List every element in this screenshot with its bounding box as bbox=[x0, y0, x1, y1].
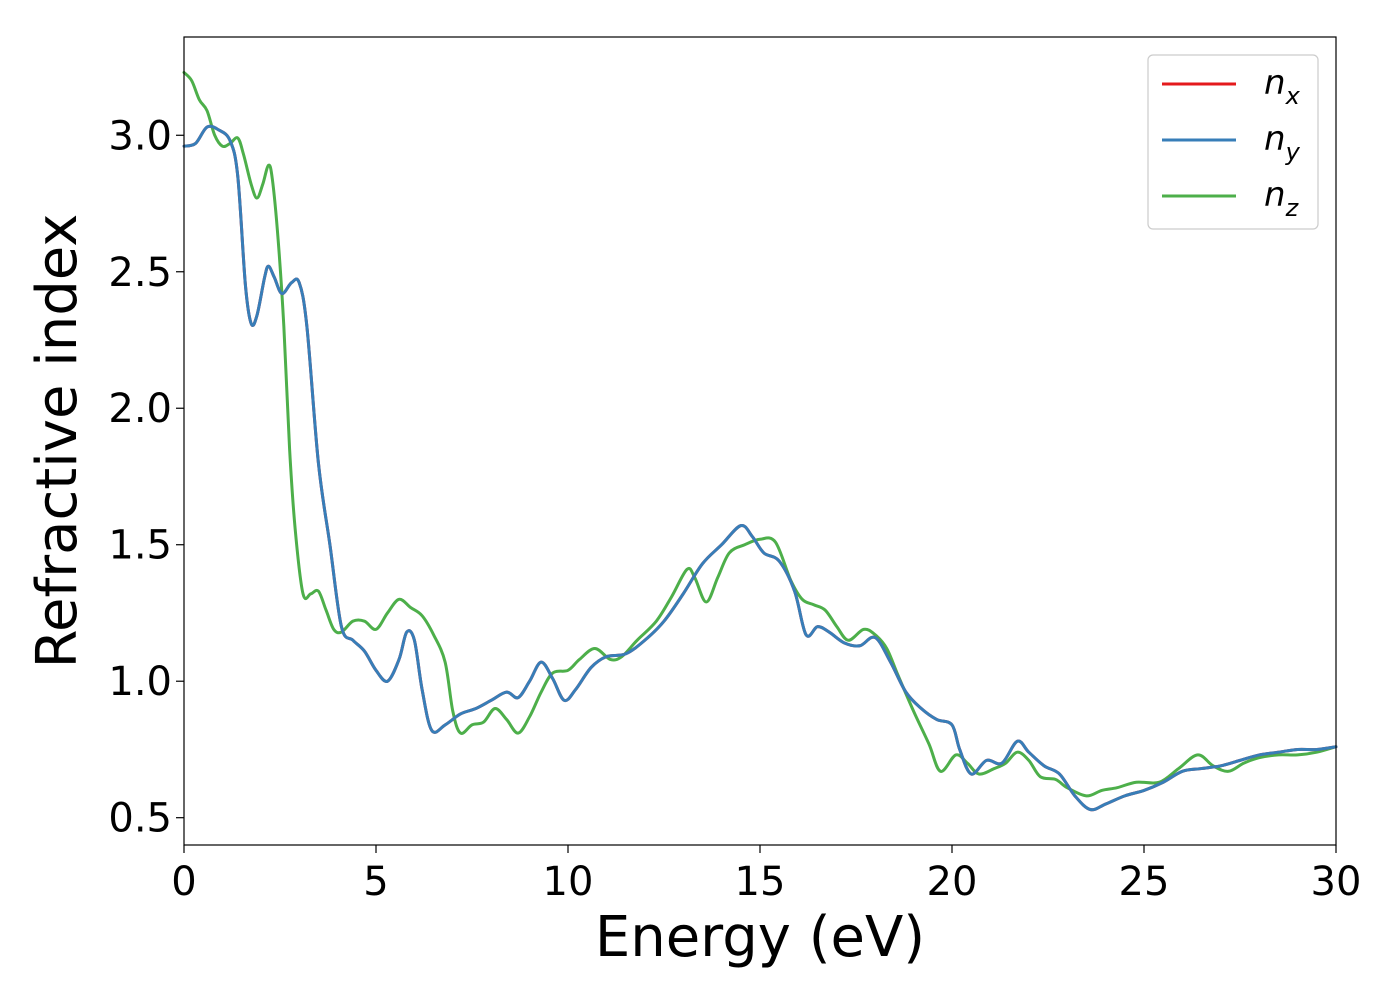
legend-box bbox=[1147, 54, 1319, 230]
y-axis-label: Refractive index bbox=[25, 214, 90, 669]
x-tick-label: 5 bbox=[363, 859, 388, 905]
x-tick-label: 10 bbox=[543, 859, 594, 905]
y-tick-label: 3.0 bbox=[108, 113, 172, 159]
y-tick-label: 1.5 bbox=[108, 523, 172, 569]
x-axis-label: Energy (eV) bbox=[595, 905, 925, 970]
y-tick-label: 1.0 bbox=[108, 659, 172, 705]
x-tick-label: 15 bbox=[735, 859, 786, 905]
x-tick-label: 30 bbox=[1311, 859, 1362, 905]
y-tick-label: 2.0 bbox=[108, 386, 172, 432]
x-tick-label: 25 bbox=[1119, 859, 1170, 905]
y-axis-ticks: 0.5 1.0 1.5 2.0 2.5 3.0 bbox=[108, 113, 184, 842]
y-tick-label: 2.5 bbox=[108, 250, 172, 296]
series-line-nz bbox=[182, 70, 1338, 798]
x-tick-label: 20 bbox=[927, 859, 978, 905]
y-tick-label: 0.5 bbox=[108, 796, 172, 842]
x-axis-ticks: 0 5 10 15 20 25 30 bbox=[171, 845, 1361, 905]
series-layer bbox=[182, 70, 1338, 812]
series-line-ny bbox=[182, 124, 1338, 812]
x-tick-label: 0 bbox=[171, 859, 196, 905]
